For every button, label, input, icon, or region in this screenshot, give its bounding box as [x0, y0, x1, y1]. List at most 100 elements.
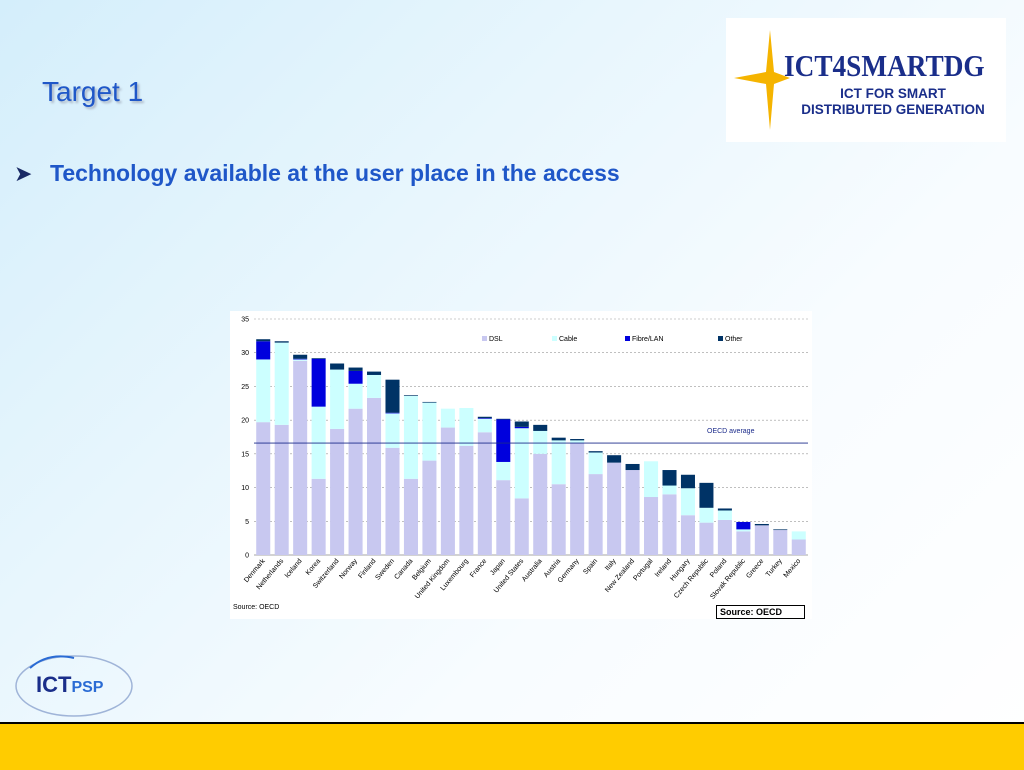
- legend-label: Fibre/LAN: [632, 336, 664, 343]
- bar-cable-france: [477, 418, 492, 433]
- bar-dsl-slovak-republic: [736, 531, 751, 555]
- bar-dsl-mexico: [791, 539, 806, 555]
- bar-cable-mexico: [791, 531, 806, 540]
- bar-cable-iceland: [293, 359, 308, 361]
- legend-label: Cable: [559, 336, 577, 343]
- bar-cable-sweden: [385, 413, 400, 448]
- bar-dsl-iceland: [293, 360, 308, 555]
- legend-label: DSL: [489, 336, 503, 343]
- bar-other-belgium: [422, 401, 437, 403]
- arrow-bullet-icon: ➤: [14, 160, 33, 186]
- legend-swatch-fibrelan: [625, 336, 630, 341]
- bar-fibrelan-france: [477, 418, 492, 419]
- logo-name: ICT4SMARTDG: [784, 48, 985, 83]
- x-tick-label: Slovak Republic: [709, 557, 747, 600]
- bar-other-japan: [496, 418, 511, 420]
- x-tick-label: Greece: [745, 558, 765, 580]
- bar-dsl-hungary: [680, 515, 695, 555]
- bar-dsl-luxembourg: [459, 445, 474, 555]
- legend-swatch-dsl: [482, 336, 487, 341]
- bullet-item: ➤ Technology available at the user place…: [14, 160, 620, 187]
- bar-dsl-finland: [367, 397, 382, 555]
- bar-dsl-netherlands: [274, 424, 289, 555]
- legend-swatch-cable: [552, 336, 557, 341]
- x-tick-label: Italy: [604, 557, 618, 572]
- y-tick-label: 0: [245, 553, 249, 560]
- x-tick-label: Spain: [582, 558, 599, 576]
- bar-dsl-belgium: [422, 460, 437, 555]
- bar-dsl-sweden: [385, 447, 400, 555]
- bar-other-hungary: [680, 474, 695, 489]
- bar-cable-belgium: [422, 402, 437, 461]
- y-tick-label: 35: [241, 317, 249, 324]
- bar-cable-luxembourg: [459, 408, 474, 446]
- bar-cable-austria: [551, 440, 566, 485]
- bar-fibrelan-denmark: [256, 341, 271, 360]
- bar-cable-czech-republic: [699, 507, 714, 523]
- logo-line2: DISTRIBUTED GENERATION: [801, 102, 985, 117]
- bar-cable-portugal: [644, 461, 659, 498]
- bar-dsl-france: [477, 432, 492, 555]
- bar-other-greece: [754, 523, 769, 526]
- bar-dsl-norway: [348, 408, 363, 555]
- star-icon: [734, 30, 790, 130]
- y-tick-label: 30: [241, 350, 249, 357]
- y-tick-label: 10: [241, 485, 249, 492]
- bar-other-italy: [607, 455, 622, 463]
- broadband-chart: 0 5 10 15 20 25 30 35 Denmark Netherlands Iceland K…: [230, 311, 812, 619]
- bar-fibrelan-slovak-republic: [736, 521, 751, 530]
- bar-dsl-czech-republic: [699, 522, 714, 555]
- bar-other-denmark: [256, 339, 271, 342]
- bar-dsl-ireland: [662, 494, 677, 555]
- bar-other-finland: [367, 371, 382, 375]
- bar-cable-australia: [533, 430, 548, 454]
- bar-other-turkey: [773, 529, 788, 531]
- y-tick-label: 5: [245, 519, 249, 526]
- bar-other-sweden: [385, 379, 400, 413]
- oecd-average-label: OECD average: [707, 428, 755, 435]
- y-tick-label: 15: [241, 451, 249, 458]
- legend-swatch-other: [718, 336, 723, 341]
- bar-other-austria: [551, 437, 566, 441]
- bar-cable-denmark: [256, 359, 271, 423]
- bar-other-poland: [717, 508, 732, 511]
- ictpsp-swoosh-icon: [15, 655, 133, 717]
- logo-line1: ICT FOR SMART: [840, 86, 946, 101]
- bar-other-australia: [533, 424, 548, 431]
- bar-other-spain: [588, 451, 603, 453]
- bar-cable-poland: [717, 510, 732, 520]
- x-tick-label: Norway: [338, 557, 359, 580]
- bar-cable-japan: [496, 461, 511, 481]
- bar-cable-norway: [348, 383, 363, 409]
- bar-dsl-portugal: [644, 497, 659, 555]
- bar-dsl-germany: [570, 443, 585, 555]
- y-tick-label: 25: [241, 384, 249, 391]
- legend-label: Other: [725, 336, 743, 343]
- bar-dsl-poland: [717, 519, 732, 555]
- ictpsp-logo: ICTPSP: [12, 648, 142, 720]
- x-tick-label: Portugal: [632, 557, 654, 582]
- bar-other-ireland: [662, 470, 677, 486]
- bullet-text: Technology available at the user place i…: [50, 160, 620, 186]
- x-tick-label: Iceland: [284, 558, 304, 580]
- x-tick-label: Turkey: [765, 557, 784, 578]
- bar-dsl-turkey: [773, 530, 788, 555]
- chart-source-left: Source: OECD: [233, 604, 280, 611]
- bar-other-netherlands: [274, 341, 289, 343]
- x-tick-label: Japan: [489, 558, 507, 577]
- bar-cable-united-kingdom: [440, 408, 455, 428]
- bar-other-united-states: [514, 421, 529, 427]
- bar-fibrelan-japan: [496, 419, 511, 462]
- x-tick-label: Czech Republic: [673, 557, 710, 599]
- bar-fibrelan-norway: [348, 370, 363, 384]
- bar-dsl-japan: [496, 480, 511, 555]
- bar-dsl-spain: [588, 474, 603, 555]
- slide-title: Target 1: [42, 76, 144, 107]
- bar-dsl-new-zealand: [625, 470, 640, 555]
- y-tick-label: 20: [241, 418, 249, 425]
- bar-dsl-denmark: [256, 422, 271, 555]
- bar-cable-switzerland: [330, 369, 345, 429]
- bar-other-france: [477, 416, 492, 419]
- bar-other-canada: [403, 395, 418, 396]
- bar-fibrelan-united-states: [514, 426, 529, 429]
